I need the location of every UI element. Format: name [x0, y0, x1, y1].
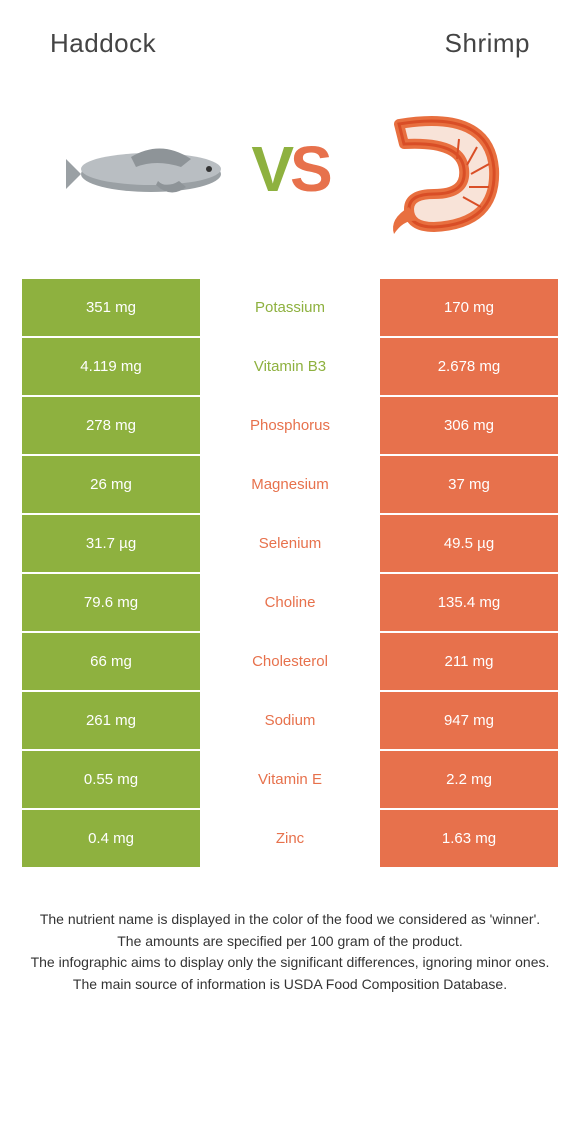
table-row: 278 mgPhosphorus306 mg	[22, 397, 558, 454]
table-row: 4.119 mgVitamin B32.678 mg	[22, 338, 558, 395]
left-value: 4.119 mg	[22, 338, 200, 395]
right-value: 2.678 mg	[380, 338, 558, 395]
nutrient-name: Potassium	[200, 279, 380, 336]
vs-s: S	[290, 133, 329, 205]
right-value: 306 mg	[380, 397, 558, 454]
right-value: 170 mg	[380, 279, 558, 336]
nutrient-name: Vitamin B3	[200, 338, 380, 395]
right-value: 947 mg	[380, 692, 558, 749]
left-value: 278 mg	[22, 397, 200, 454]
footnote: The nutrient name is displayed in the co…	[0, 869, 580, 996]
right-value: 135.4 mg	[380, 574, 558, 631]
table-row: 351 mgPotassium170 mg	[22, 279, 558, 336]
left-value: 79.6 mg	[22, 574, 200, 631]
left-food-title: Haddock	[50, 28, 156, 59]
shrimp-image	[339, 99, 519, 239]
table-row: 79.6 mgCholine135.4 mg	[22, 574, 558, 631]
left-value: 66 mg	[22, 633, 200, 690]
right-value: 211 mg	[380, 633, 558, 690]
table-row: 66 mgCholesterol211 mg	[22, 633, 558, 690]
left-value: 31.7 µg	[22, 515, 200, 572]
right-value: 49.5 µg	[380, 515, 558, 572]
left-value: 26 mg	[22, 456, 200, 513]
table-row: 0.4 mgZinc1.63 mg	[22, 810, 558, 867]
nutrient-name: Phosphorus	[200, 397, 380, 454]
footnote-line: The nutrient name is displayed in the co…	[30, 909, 550, 931]
nutrient-name: Choline	[200, 574, 380, 631]
nutrient-name: Magnesium	[200, 456, 380, 513]
header: Haddock Shrimp	[0, 0, 580, 69]
nutrient-name: Cholesterol	[200, 633, 380, 690]
left-value: 0.4 mg	[22, 810, 200, 867]
left-value: 261 mg	[22, 692, 200, 749]
footnote-line: The infographic aims to display only the…	[30, 952, 550, 974]
nutrient-table: 351 mgPotassium170 mg4.119 mgVitamin B32…	[0, 279, 580, 867]
right-value: 2.2 mg	[380, 751, 558, 808]
right-value: 1.63 mg	[380, 810, 558, 867]
left-value: 351 mg	[22, 279, 200, 336]
table-row: 261 mgSodium947 mg	[22, 692, 558, 749]
table-row: 0.55 mgVitamin E2.2 mg	[22, 751, 558, 808]
table-row: 26 mgMagnesium37 mg	[22, 456, 558, 513]
nutrient-name: Vitamin E	[200, 751, 380, 808]
right-value: 37 mg	[380, 456, 558, 513]
haddock-image	[61, 99, 241, 239]
footnote-line: The main source of information is USDA F…	[30, 974, 550, 996]
vs-v: V	[251, 133, 290, 205]
vs-label: VS	[251, 137, 328, 201]
right-food-title: Shrimp	[445, 28, 530, 59]
footnote-line: The amounts are specified per 100 gram o…	[30, 931, 550, 953]
table-row: 31.7 µgSelenium49.5 µg	[22, 515, 558, 572]
nutrient-name: Selenium	[200, 515, 380, 572]
left-value: 0.55 mg	[22, 751, 200, 808]
hero-row: VS	[0, 69, 580, 279]
nutrient-name: Sodium	[200, 692, 380, 749]
nutrient-name: Zinc	[200, 810, 380, 867]
